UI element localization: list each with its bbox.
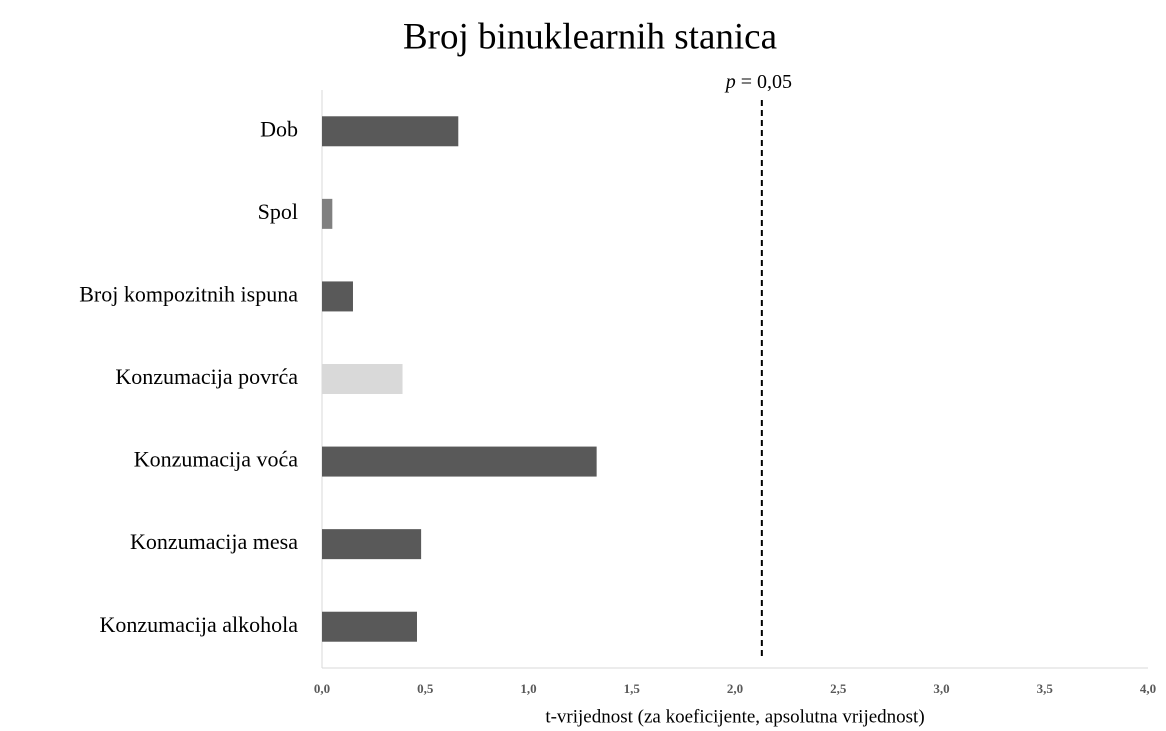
annotation: p = 0,05 bbox=[724, 71, 792, 93]
y-tick-label: Broj kompozitnih ispuna bbox=[79, 281, 298, 306]
x-axis-label: t-vrijednost (za koeficijente, apsolutna… bbox=[545, 706, 924, 727]
y-tick-label: Spol bbox=[258, 199, 298, 224]
bar bbox=[322, 198, 333, 229]
x-tick-label: 3,0 bbox=[933, 681, 949, 696]
x-tick-label: 1,0 bbox=[520, 681, 536, 696]
annotation-label: = 0,05 bbox=[741, 71, 792, 93]
y-tick-label: Dob bbox=[260, 116, 298, 141]
bar bbox=[322, 529, 422, 560]
x-tick-label: 0,0 bbox=[314, 681, 330, 696]
x-tick-label: 2,0 bbox=[727, 681, 743, 696]
bar bbox=[322, 116, 459, 147]
x-tick-label: 0,5 bbox=[417, 681, 434, 696]
bar bbox=[322, 446, 597, 477]
x-tick-label: 3,5 bbox=[1037, 681, 1054, 696]
x-tick-label: 4,0 bbox=[1140, 681, 1156, 696]
bar bbox=[322, 611, 417, 642]
annotation-italic: p bbox=[724, 71, 736, 93]
y-tick-label: Konzumacija voća bbox=[134, 447, 299, 472]
bar bbox=[322, 364, 403, 394]
y-tick-label: Konzumacija alkohola bbox=[99, 612, 298, 637]
y-tick-label: Konzumacija povrća bbox=[115, 364, 298, 389]
x-tick-label: 2,5 bbox=[830, 681, 847, 696]
bar bbox=[322, 281, 353, 312]
chart-title: Broj binuklearnih stanica bbox=[403, 16, 777, 57]
x-tick-label: 1,5 bbox=[624, 681, 641, 696]
y-tick-label: Konzumacija mesa bbox=[130, 529, 298, 554]
